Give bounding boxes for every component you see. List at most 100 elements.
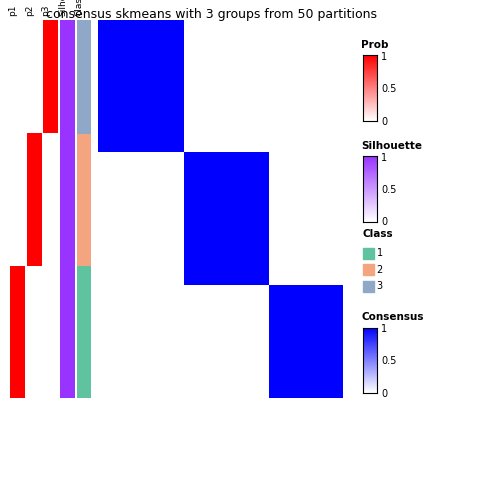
Text: consensus skmeans with 3 groups from 50 partitions: consensus skmeans with 3 groups from 50 … xyxy=(46,8,377,21)
Bar xyxy=(77,380,91,383)
Bar xyxy=(77,20,91,24)
Bar xyxy=(77,122,91,126)
Bar xyxy=(77,62,91,66)
Bar xyxy=(77,111,91,115)
Bar xyxy=(77,168,91,171)
Bar xyxy=(77,250,91,255)
Bar xyxy=(77,118,91,122)
Bar xyxy=(77,50,91,54)
Bar xyxy=(77,383,91,387)
Text: Consensus: Consensus xyxy=(361,312,424,323)
Bar xyxy=(77,266,91,270)
Text: 2: 2 xyxy=(376,265,383,275)
Bar xyxy=(77,255,91,259)
Bar xyxy=(77,115,91,118)
Bar xyxy=(77,213,91,217)
Bar xyxy=(77,103,91,107)
Text: Class: Class xyxy=(75,0,84,17)
Bar xyxy=(77,334,91,338)
FancyBboxPatch shape xyxy=(363,281,374,292)
Bar xyxy=(77,183,91,186)
Bar xyxy=(77,221,91,224)
Bar xyxy=(77,281,91,285)
Bar xyxy=(77,372,91,375)
Bar xyxy=(77,338,91,342)
Bar xyxy=(77,77,91,81)
Bar xyxy=(77,391,91,394)
Bar xyxy=(77,156,91,160)
Text: Silhouette: Silhouette xyxy=(58,0,67,17)
Bar xyxy=(77,330,91,334)
Bar xyxy=(77,32,91,35)
Bar xyxy=(77,262,91,266)
Text: Prob: Prob xyxy=(361,40,389,50)
Bar xyxy=(77,232,91,236)
Bar xyxy=(77,288,91,292)
Bar xyxy=(77,194,91,198)
Bar xyxy=(77,239,91,243)
Bar xyxy=(77,35,91,39)
Bar xyxy=(77,39,91,43)
Bar xyxy=(77,342,91,345)
Bar xyxy=(77,375,91,380)
Bar xyxy=(77,160,91,164)
Bar xyxy=(77,311,91,315)
Bar xyxy=(77,107,91,111)
Bar xyxy=(77,319,91,323)
Bar xyxy=(77,186,91,191)
Bar xyxy=(77,130,91,134)
Bar xyxy=(77,273,91,277)
Bar xyxy=(77,66,91,70)
FancyBboxPatch shape xyxy=(363,247,374,259)
Bar xyxy=(77,296,91,300)
Bar xyxy=(77,171,91,175)
Bar xyxy=(77,357,91,360)
Bar xyxy=(77,54,91,58)
Bar xyxy=(77,209,91,213)
Bar xyxy=(77,217,91,221)
Bar xyxy=(77,224,91,228)
Bar xyxy=(77,179,91,183)
Text: p3: p3 xyxy=(41,5,50,17)
Bar xyxy=(77,202,91,206)
Bar xyxy=(77,270,91,273)
Bar xyxy=(77,315,91,319)
Bar xyxy=(77,43,91,47)
Bar xyxy=(77,85,91,88)
Bar xyxy=(77,394,91,398)
Bar xyxy=(77,364,91,368)
Bar xyxy=(77,58,91,62)
Bar xyxy=(77,258,91,262)
Bar xyxy=(77,307,91,311)
Text: p2: p2 xyxy=(25,5,34,17)
Bar xyxy=(77,360,91,364)
Bar xyxy=(77,303,91,307)
Bar xyxy=(77,175,91,179)
Bar xyxy=(77,28,91,31)
Text: 3: 3 xyxy=(376,281,383,291)
Bar xyxy=(77,236,91,239)
Bar xyxy=(77,228,91,232)
Text: 1: 1 xyxy=(376,248,383,258)
Bar xyxy=(77,70,91,73)
Bar xyxy=(77,47,91,50)
Bar xyxy=(77,191,91,194)
Bar xyxy=(77,349,91,353)
Bar xyxy=(77,300,91,303)
Bar xyxy=(77,126,91,130)
Bar xyxy=(77,206,91,209)
Bar xyxy=(77,92,91,96)
Bar xyxy=(77,353,91,357)
Bar xyxy=(77,96,91,100)
Bar xyxy=(77,153,91,156)
Bar xyxy=(77,247,91,251)
Bar xyxy=(77,164,91,167)
Text: p1: p1 xyxy=(8,5,17,17)
Bar xyxy=(77,345,91,349)
Bar xyxy=(77,145,91,149)
Bar xyxy=(77,141,91,145)
Bar xyxy=(77,387,91,391)
Bar xyxy=(77,88,91,92)
Bar xyxy=(77,243,91,247)
Bar xyxy=(77,73,91,77)
